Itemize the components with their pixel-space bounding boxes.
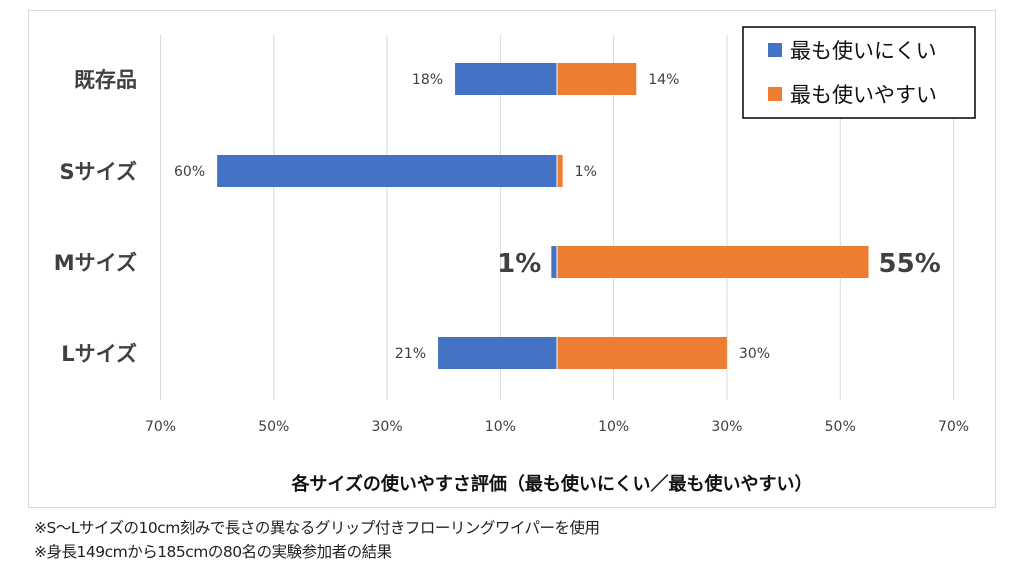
data-label: 60% [174,164,205,180]
bar-easiest [557,155,563,187]
category-label: 既存品 [74,68,137,92]
x-tick-label: 30% [372,419,403,435]
x-tick-label: 10% [485,419,516,435]
x-tick-label: 10% [598,419,629,435]
x-tick-label: 70% [938,419,969,435]
bar-hardest [217,155,557,187]
legend-box [742,26,976,119]
data-label: 1% [575,164,597,180]
data-label: 1% [497,249,541,279]
bar-easiest [557,337,727,369]
x-tick-label: 70% [145,419,176,435]
x-axis-title: 各サイズの使いやすさ評価（最も使いにくい／最も使いやすい） [290,473,812,495]
bar-easiest [557,63,637,95]
category-label: Sサイズ [60,160,138,184]
legend-swatch [768,43,782,57]
x-tick-label: 50% [825,419,856,435]
chart-frame [28,10,996,508]
bar-easiest [557,246,869,278]
bar-hardest [455,63,557,95]
bar-hardest [438,337,557,369]
legend-label: 最も使いやすい [790,83,937,107]
data-label: 30% [739,346,770,362]
x-tick-label: 30% [711,419,742,435]
category-label: Lサイズ [61,342,137,366]
data-label: 55% [879,249,941,279]
data-label: 21% [395,346,426,362]
category-label: Mサイズ [54,251,137,275]
data-label: 18% [412,72,443,88]
legend-label: 最も使いにくい [790,39,937,63]
footnote-2: ※身長149cmから185cmの80名の実験参加者の結果 [34,543,392,561]
x-tick-label: 50% [258,419,289,435]
bar-hardest [551,246,557,278]
footnote-1: ※S〜Lサイズの10cm刻みで長さの異なるグリップ付きフローリングワイパーを使用 [34,519,600,537]
legend-swatch [768,87,782,101]
data-label: 14% [648,72,679,88]
